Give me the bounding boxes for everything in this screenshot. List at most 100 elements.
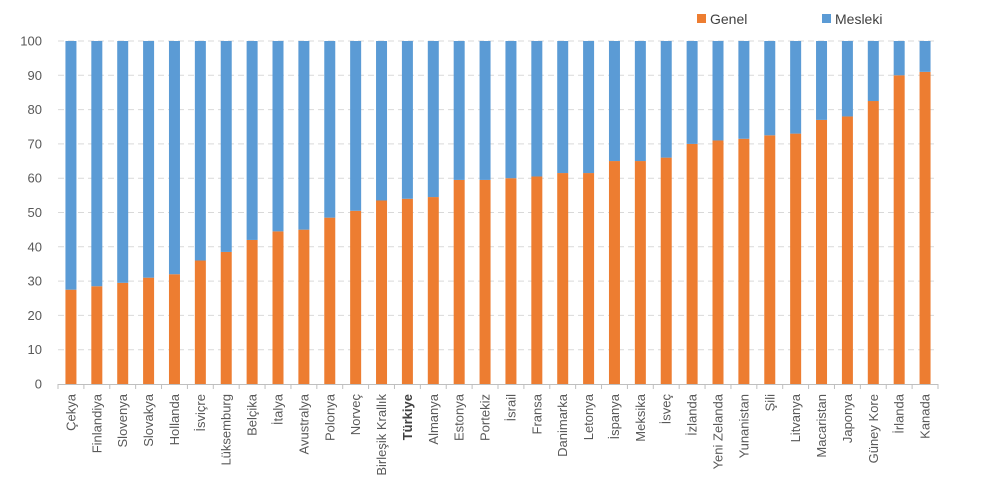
bar-mesleki-25 [712, 41, 724, 141]
bar-genel-32 [893, 75, 905, 385]
bar-genel-14 [427, 197, 439, 384]
bar-genel-18 [531, 176, 543, 384]
x-category-label: Estonya [452, 393, 467, 441]
x-category-label: Lüksemburg [219, 394, 234, 466]
x-category-label: Güney Kore [866, 394, 881, 463]
bar-mesleki-20 [583, 41, 595, 174]
bar-mesleki-5 [194, 41, 206, 261]
x-category-label: Şili [762, 394, 777, 411]
bar-genel-11 [350, 210, 362, 384]
bar-genel-22 [634, 161, 646, 384]
bar-mesleki-0 [65, 41, 77, 290]
bar-genel-8 [272, 231, 284, 384]
x-category-label: Yeni Zelanda [711, 393, 726, 469]
bar-genel-5 [194, 260, 206, 384]
x-category-label: Belçika [245, 393, 260, 436]
x-category-label: Meksika [633, 393, 648, 441]
x-category-label: Fransa [529, 393, 544, 434]
bar-mesleki-24 [686, 41, 698, 144]
bar-genel-13 [401, 198, 413, 384]
bar-mesleki-32 [893, 41, 905, 76]
bar-genel-21 [608, 161, 620, 384]
x-category-label: Kanada [918, 393, 933, 439]
bar-genel-28 [790, 133, 802, 384]
bar-mesleki-18 [531, 41, 543, 177]
bar-genel-23 [660, 157, 672, 384]
bar-mesleki-14 [427, 41, 439, 198]
x-category-label: Çekya [63, 393, 78, 431]
y-tick-label: 20 [28, 308, 42, 323]
bar-mesleki-9 [298, 41, 310, 230]
bar-mesleki-33 [919, 41, 931, 72]
y-tick-label: 50 [28, 205, 42, 220]
y-tick-label: 70 [28, 136, 42, 151]
bar-genel-16 [479, 179, 491, 384]
x-category-label: Avustralya [296, 393, 311, 454]
y-tick-label: 100 [20, 34, 42, 49]
x-category-label: İspanya [607, 393, 622, 439]
bar-genel-29 [816, 119, 828, 384]
bar-genel-20 [583, 173, 595, 384]
bar-mesleki-13 [401, 41, 413, 199]
bar-genel-9 [298, 229, 310, 384]
bar-genel-0 [65, 289, 77, 384]
bar-mesleki-27 [764, 41, 776, 136]
x-category-label: Birleşik Krallık [374, 394, 389, 476]
y-tick-label: 30 [28, 274, 42, 289]
bar-genel-31 [867, 101, 879, 385]
bar-mesleki-19 [557, 41, 569, 174]
bar-mesleki-1 [91, 41, 103, 287]
x-category-label: Letonya [581, 393, 596, 440]
x-category-label: İsveç [659, 394, 674, 425]
bar-genel-12 [376, 200, 388, 384]
y-tick-label: 0 [35, 377, 42, 392]
y-tick-label: 40 [28, 239, 42, 254]
x-category-label: Türkiye [400, 394, 415, 440]
bar-genel-33 [919, 71, 931, 385]
bar-mesleki-2 [117, 41, 129, 283]
y-tick-label: 10 [28, 342, 42, 357]
y-tick-label: 90 [28, 68, 42, 83]
gridlines [58, 40, 938, 351]
bar-genel-15 [453, 179, 465, 384]
bar-genel-10 [324, 217, 336, 384]
x-category-label: Macaristan [814, 394, 829, 458]
x-category-label: İzlanda [685, 393, 700, 436]
x-category-label: Hollanda [167, 393, 182, 445]
bar-mesleki-12 [376, 41, 388, 201]
bar-mesleki-6 [220, 41, 232, 252]
legend-label-genel: Genel [710, 11, 747, 27]
y-axis: 0 10 20 30 40 50 60 70 80 90 100 [20, 34, 42, 392]
bar-mesleki-15 [453, 41, 465, 180]
x-category-label: Almanya [426, 393, 441, 444]
bar-mesleki-21 [608, 41, 620, 162]
x-category-label: Finlandiya [89, 393, 104, 453]
bar-genel-25 [712, 140, 724, 384]
bar-mesleki-7 [246, 41, 258, 240]
bar-mesleki-28 [790, 41, 802, 134]
legend-swatch-genel [697, 14, 706, 23]
bar-mesleki-16 [479, 41, 491, 180]
bar-mesleki-22 [634, 41, 646, 162]
bar-genel-19 [557, 173, 569, 384]
legend-label-mesleki: Mesleki [835, 11, 882, 27]
y-tick-label: 80 [28, 102, 42, 117]
bar-genel-6 [220, 251, 232, 384]
x-category-label: İtalya [271, 393, 286, 425]
bar-mesleki-4 [168, 41, 180, 275]
bar-genel-7 [246, 239, 258, 384]
bar-genel-24 [686, 143, 698, 384]
bar-mesleki-8 [272, 41, 284, 232]
x-category-label: İsviçre [193, 394, 208, 432]
x-category-label: Norveç [348, 394, 363, 436]
bar-mesleki-26 [738, 41, 750, 139]
x-category-label: Yunanistan [736, 394, 751, 458]
bar-mesleki-30 [841, 41, 853, 117]
x-category-label: Slovakya [141, 393, 156, 447]
bar-genel-4 [168, 274, 180, 384]
bar-mesleki-23 [660, 41, 672, 158]
x-category-label: Slovenya [115, 393, 130, 447]
bar-mesleki-31 [867, 41, 879, 102]
bar-genel-26 [738, 138, 750, 384]
